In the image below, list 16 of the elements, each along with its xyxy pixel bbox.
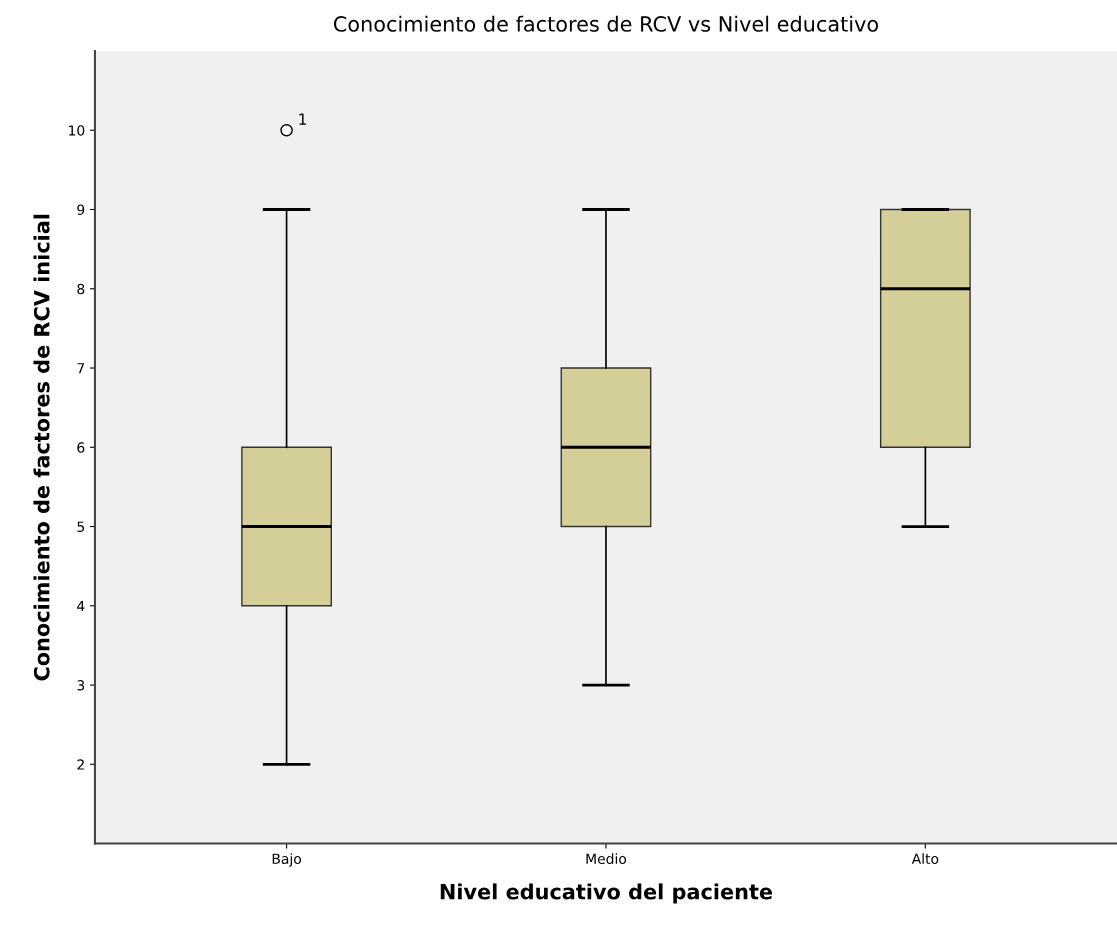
annotation: 1 [299,113,306,125]
chart-title: Conocimiento de factores de RCV vs Nivel educativo [333,15,879,32]
y-tick-label: 6 [77,442,85,453]
y-tick-label: 8 [77,283,85,295]
y-tick-label: 4 [77,600,85,612]
y-tick-label: 5 [77,521,85,533]
y-tick-label: 2 [77,759,84,770]
x-tick-label: Medio [586,853,627,865]
y-tick-label: 3 [77,680,85,691]
y-axis-title: Conocimiento de factores de RCV inicial [33,214,50,681]
x-tick-label: Bajo [272,853,302,867]
y-tick-label: 9 [77,204,85,215]
y-tick-label: 7 [77,363,85,374]
x-axis-title: Nivel educativo del paciente [440,883,773,904]
y-tick-label: 10 [69,125,85,136]
x-tick-label: Alto [911,853,939,865]
